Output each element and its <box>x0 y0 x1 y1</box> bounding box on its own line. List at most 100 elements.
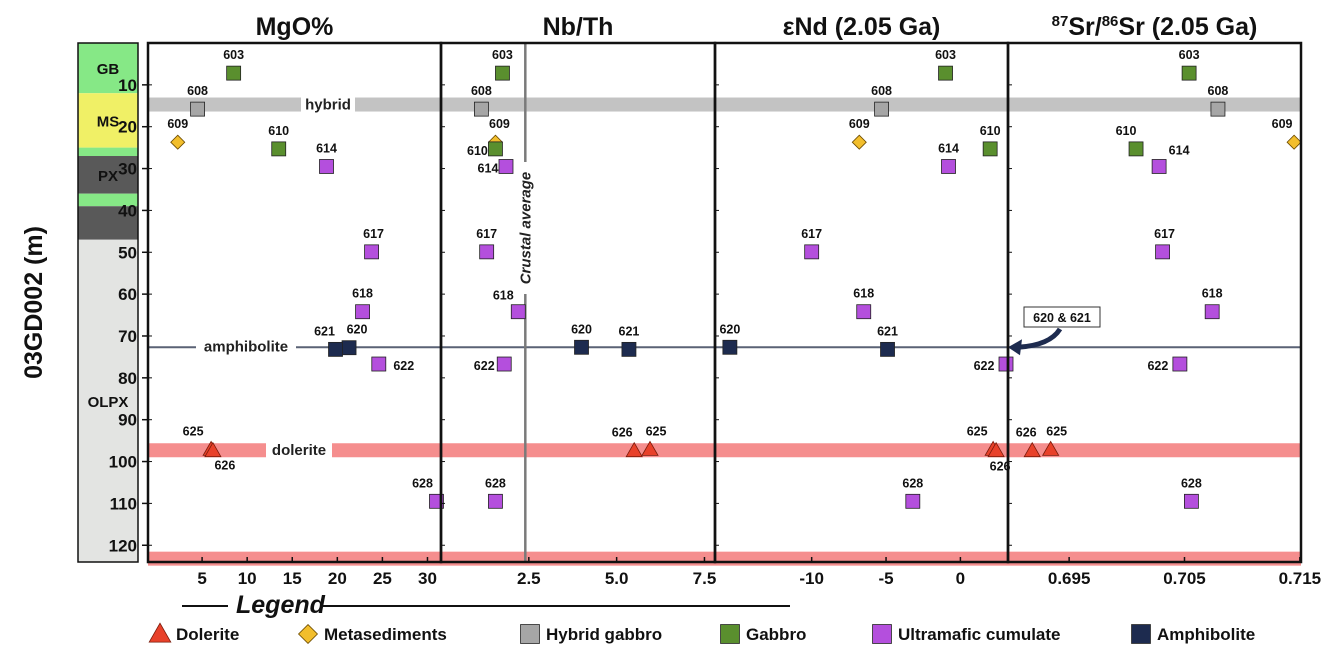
y-tick-label: 70 <box>118 327 137 346</box>
y-tick-label: 20 <box>118 118 137 137</box>
crustal-average-label: Crustal average <box>517 172 534 285</box>
point-label: 628 <box>412 476 433 490</box>
data-point <box>851 134 867 150</box>
x-tick-label: 5 <box>197 569 206 588</box>
callout-box <box>1023 306 1101 328</box>
data-point <box>495 65 510 81</box>
point-label: 609 <box>849 117 870 131</box>
legend-label: Hybrid gabbro <box>546 625 662 644</box>
point-label: 617 <box>1154 227 1175 241</box>
unit-label: PX <box>98 168 118 185</box>
legend-title: Legend <box>236 591 326 619</box>
point-label: 617 <box>801 227 822 241</box>
amphibolite-label-bg <box>196 337 296 356</box>
point-label: 626 <box>990 460 1011 474</box>
legend: Legend Dolerite Metasediments Hybrid gabbro… <box>148 591 1255 645</box>
x-tick-label: -5 <box>878 569 893 588</box>
legend-marker <box>520 624 540 644</box>
point-label: 617 <box>476 227 497 241</box>
panel-title: MgO% <box>256 13 334 41</box>
data-point <box>328 341 343 357</box>
unit-label: OLPX <box>88 394 129 411</box>
unit-block <box>78 93 138 148</box>
point-label: 608 <box>1208 84 1229 98</box>
x-tick-label: 5.0 <box>605 569 629 588</box>
data-point <box>1181 65 1197 81</box>
unit-block <box>78 206 138 240</box>
point-label: 626 <box>612 426 633 440</box>
x-tick-label: 15 <box>283 569 302 588</box>
data-point <box>341 340 357 356</box>
point-label: 622 <box>474 359 495 373</box>
point-label: 625 <box>1046 424 1067 438</box>
point-label: 618 <box>352 287 373 301</box>
data-point <box>641 440 659 456</box>
y-tick-label: 40 <box>118 201 137 220</box>
point-label: 622 <box>393 359 414 373</box>
data-point <box>473 101 489 117</box>
x-tick-label: 20 <box>328 569 347 588</box>
panel-title: εNd (2.05 Ga) <box>783 13 941 41</box>
column-frame <box>77 42 139 563</box>
legend-marker <box>872 624 892 644</box>
panel-title: Nb/Th <box>543 13 614 41</box>
x-tick-label: 0.715 <box>1279 569 1322 588</box>
point-label: 614 <box>938 141 959 155</box>
panel-end: εNd (2.05 Ga) -10 -5 0 603 608 609 610 614 617 618… <box>713 13 1014 588</box>
data-point <box>271 141 287 157</box>
data-point <box>987 441 1005 458</box>
stratigraphic-column: GB MS PX OLPX <box>77 42 139 563</box>
data-point <box>1151 159 1167 174</box>
panel-sr: 87Sr/86Sr (2.05 Ga) 0.695 0.705 0.715 603 608… <box>1006 13 1322 588</box>
data-point <box>204 441 222 458</box>
legend-marker <box>1131 624 1151 644</box>
data-point <box>856 304 872 320</box>
x-tick-label: 0.705 <box>1163 569 1206 588</box>
point-label: 610 <box>268 124 289 138</box>
callout-arrow-head <box>1008 339 1022 356</box>
point-label: 622 <box>974 359 995 373</box>
point-label: 603 <box>223 48 244 62</box>
point-label: 621 <box>314 324 335 338</box>
data-point <box>1184 493 1199 509</box>
data-point <box>1210 101 1226 117</box>
point-label: 620 <box>719 322 740 336</box>
y-axis: 10 20 30 40 50 60 70 80 90 100 110 120 03GD002 (m) <box>20 76 148 555</box>
point-label: 628 <box>1181 476 1202 490</box>
data-point <box>880 341 895 357</box>
data-point <box>1023 441 1041 458</box>
point-label: 603 <box>935 48 956 62</box>
x-tick-label: 2.5 <box>517 569 541 588</box>
dolerite-label-bg <box>266 441 332 460</box>
data-point <box>982 141 998 157</box>
legend-marker <box>720 624 740 644</box>
y-tick-label: 50 <box>118 243 137 262</box>
point-label: 625 <box>646 424 667 438</box>
data-point <box>1155 244 1170 260</box>
data-point <box>941 159 956 174</box>
panel-frame <box>146 41 443 564</box>
y-tick-label: 120 <box>109 536 137 555</box>
dolerite-label: dolerite <box>272 442 326 459</box>
point-label: 610 <box>467 144 488 158</box>
data-point <box>498 159 514 174</box>
point-label: 603 <box>492 48 513 62</box>
amphibolite-label: amphibolite <box>204 338 288 355</box>
point-label: 608 <box>871 84 892 98</box>
y-tick-label: 80 <box>118 369 137 388</box>
point-label: 620 <box>571 322 592 336</box>
point-label: 621 <box>619 324 640 338</box>
point-label: 622 <box>1147 359 1168 373</box>
x-tick-label: 30 <box>418 569 437 588</box>
callout-label: 620 & 621 <box>1033 311 1091 325</box>
point-label: 609 <box>489 117 510 131</box>
y-tick-label: 60 <box>118 285 137 304</box>
y-axis-label: 03GD002 (m) <box>20 226 48 379</box>
data-point <box>905 493 921 509</box>
data-point <box>1204 304 1220 320</box>
point-label: 620 <box>347 323 368 337</box>
unit-block <box>78 156 138 194</box>
data-point <box>1128 141 1144 157</box>
point-label: 610 <box>980 124 1001 138</box>
